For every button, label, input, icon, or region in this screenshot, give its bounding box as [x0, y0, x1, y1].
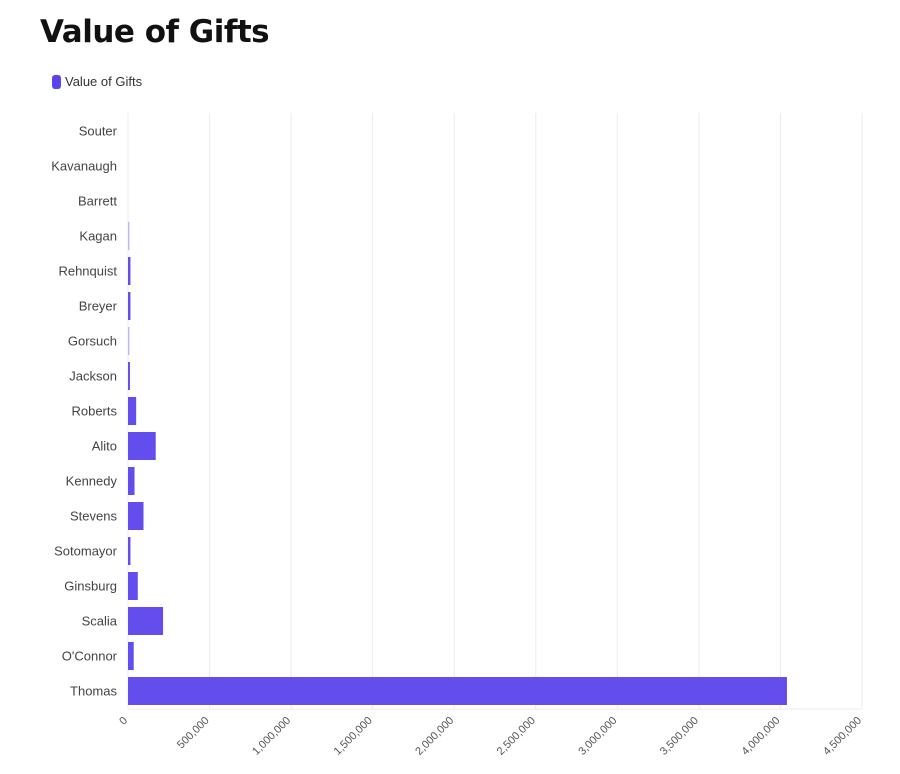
bar[interactable]	[128, 362, 130, 390]
bar[interactable]	[128, 467, 135, 495]
x-tick-label: 1,000,000	[250, 715, 293, 758]
category-label: Kavanaugh	[51, 159, 117, 174]
category-label: Sotomayor	[54, 544, 118, 559]
bar[interactable]	[128, 257, 131, 285]
x-tick-label: 4,000,000	[739, 715, 782, 758]
x-tick-label: 1,500,000	[332, 715, 375, 758]
category-label: Souter	[79, 124, 118, 139]
x-tick-label: 2,500,000	[495, 715, 538, 758]
bars	[128, 222, 787, 705]
x-tick-label: 3,500,000	[658, 715, 701, 758]
x-tick-label: 2,000,000	[413, 715, 456, 758]
x-tick-label: 500,000	[175, 715, 212, 752]
category-label: Kennedy	[66, 474, 118, 489]
legend-label: Value of Gifts	[65, 74, 143, 89]
category-label: Roberts	[71, 404, 117, 419]
x-tick-label: 3,000,000	[576, 715, 619, 758]
bar[interactable]	[128, 642, 134, 670]
gridlines	[127, 113, 863, 710]
legend-swatch	[52, 74, 61, 89]
bar[interactable]	[128, 397, 137, 425]
category-label: Alito	[92, 439, 117, 454]
category-label: Gorsuch	[68, 334, 117, 349]
category-label: O'Connor	[62, 649, 118, 664]
category-label: Kagan	[79, 229, 117, 244]
category-label: Ginsburg	[64, 579, 117, 594]
x-axis-ticks: 0 500,000 1,000,000 1,500,000 2,000,000 2,500…	[117, 715, 864, 758]
category-label: Barrett	[78, 194, 117, 209]
category-labels: Souter Kavanaugh Barrett Kagan Rehnquist Brey…	[51, 124, 118, 699]
legend[interactable]: Value of Gifts	[52, 74, 142, 89]
category-label: Scalia	[82, 614, 118, 629]
category-label: Stevens	[70, 509, 117, 524]
bar[interactable]	[128, 572, 138, 600]
bar[interactable]	[128, 432, 156, 460]
bar[interactable]	[128, 502, 144, 530]
bar[interactable]	[128, 607, 164, 635]
x-tick-label: 4,500,000	[821, 715, 864, 758]
category-label: Rehnquist	[58, 264, 117, 279]
category-label: Breyer	[79, 299, 118, 314]
bar[interactable]	[128, 537, 131, 565]
category-label: Jackson	[69, 369, 117, 384]
bar[interactable]	[128, 222, 130, 250]
bar[interactable]	[128, 292, 131, 320]
bar[interactable]	[128, 327, 130, 355]
bar[interactable]	[128, 677, 787, 705]
x-tick-label: 0	[117, 715, 130, 728]
chart-title: Value of Gifts	[40, 14, 270, 50]
category-label: Thomas	[70, 684, 117, 699]
